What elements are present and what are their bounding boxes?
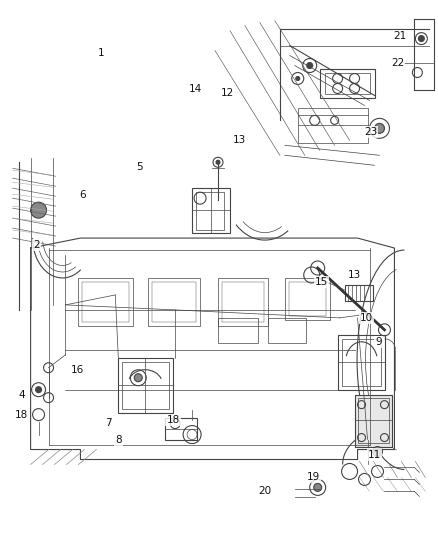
Bar [165, 417, 197, 440]
Text: 2: 2 [33, 240, 40, 250]
Circle shape [35, 386, 42, 393]
Text: 20: 20 [258, 487, 272, 496]
Circle shape [307, 62, 313, 69]
Text: 1: 1 [97, 48, 104, 58]
Bar [192, 188, 230, 233]
Bar [289, 282, 326, 316]
Text: 11: 11 [368, 449, 381, 459]
Bar [268, 318, 306, 343]
Circle shape [31, 202, 46, 218]
Text: 10: 10 [360, 313, 373, 323]
Text: 4: 4 [18, 390, 25, 400]
Bar [325, 72, 370, 94]
Text: 18: 18 [15, 410, 28, 419]
Text: 7: 7 [105, 417, 112, 427]
Circle shape [134, 374, 142, 382]
Circle shape [296, 77, 300, 80]
Bar [148, 278, 200, 326]
Bar [320, 69, 374, 99]
Text: 18: 18 [166, 415, 180, 425]
Bar [152, 282, 196, 322]
Text: 22: 22 [391, 58, 404, 68]
Bar [122, 362, 169, 409]
Bar [218, 318, 258, 343]
Text: 16: 16 [71, 365, 84, 375]
Bar [222, 282, 264, 322]
Bar [338, 335, 385, 390]
Text: 13: 13 [233, 135, 247, 146]
Text: 6: 6 [79, 190, 86, 200]
Circle shape [374, 123, 385, 133]
Text: 13: 13 [348, 270, 361, 280]
Bar [357, 398, 389, 442]
Bar [355, 394, 392, 447]
Text: 14: 14 [188, 84, 202, 94]
Circle shape [418, 36, 424, 42]
Text: 21: 21 [393, 30, 406, 41]
Text: 5: 5 [136, 162, 142, 172]
Text: 9: 9 [375, 337, 382, 347]
Bar [78, 278, 133, 326]
Text: 12: 12 [220, 88, 233, 99]
Bar [298, 108, 367, 143]
Circle shape [314, 483, 321, 491]
Circle shape [216, 160, 220, 164]
Text: 23: 23 [364, 127, 377, 138]
Text: 19: 19 [307, 472, 320, 482]
Bar [345, 285, 372, 301]
Bar [218, 278, 268, 326]
Bar [82, 282, 129, 322]
Text: 15: 15 [315, 277, 328, 287]
Circle shape [372, 447, 382, 456]
Bar [342, 339, 381, 386]
Bar [196, 192, 224, 230]
Text: 8: 8 [115, 434, 122, 445]
Bar [118, 358, 173, 413]
Bar [285, 278, 330, 320]
